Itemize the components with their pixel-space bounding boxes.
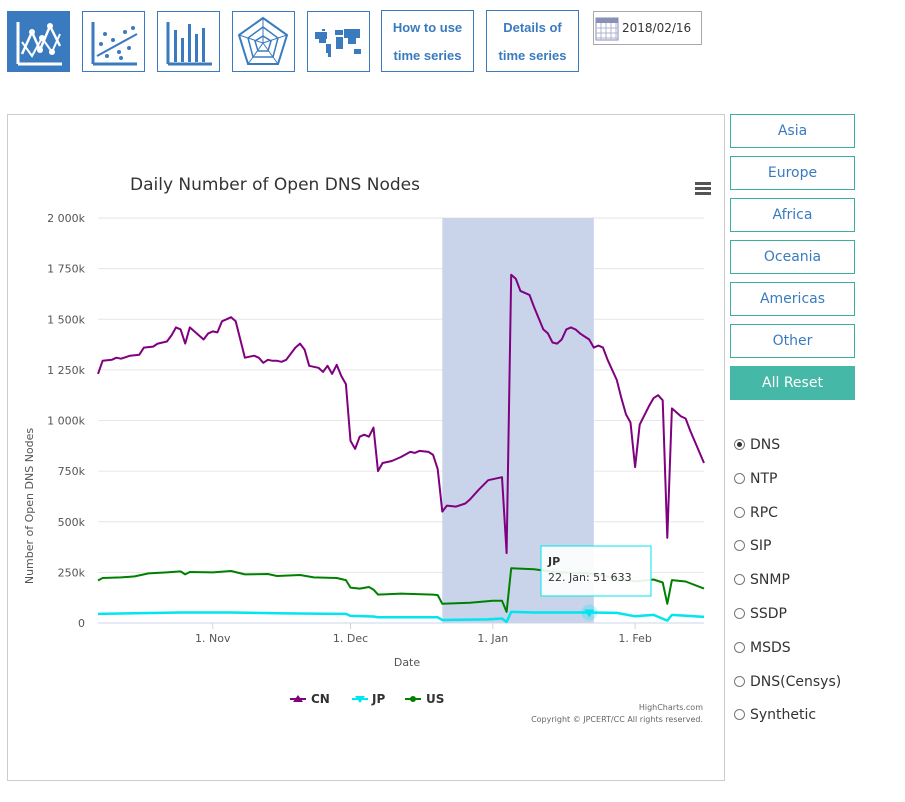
y-tick-label: 0	[78, 617, 85, 630]
legend-label-us: US	[426, 692, 444, 706]
series-line-jp[interactable]	[97, 610, 705, 624]
legend-item-jp[interactable]: JP	[352, 692, 385, 706]
world-map-icon	[315, 29, 361, 57]
y-tick-label: 250k	[58, 566, 86, 579]
radio-circle[interactable]	[734, 574, 745, 586]
tooltip-value: 22. Jan: 51 633	[548, 571, 632, 584]
radio-ssdp[interactable]: SSDP	[734, 606, 787, 622]
chart-frame	[7, 114, 725, 781]
how-to-use-line1: How to use	[392, 20, 463, 35]
x-axis-label: Date	[394, 656, 421, 669]
region-button-americas[interactable]: Americas	[730, 282, 855, 316]
radio-label: SSDP	[750, 606, 787, 622]
scatter-chart-button[interactable]	[82, 11, 145, 72]
chart-title: Daily Number of Open DNS Nodes	[130, 175, 420, 195]
radio-circle[interactable]	[734, 506, 745, 518]
legend-item-cn[interactable]: CN	[290, 692, 330, 706]
y-tick-label: 500k	[58, 516, 86, 529]
legend-label-cn: CN	[311, 692, 330, 706]
x-tick-label: 1. Jan	[477, 632, 508, 645]
radio-msds[interactable]: MSDS	[734, 640, 791, 656]
radio-label: SNMP	[750, 572, 790, 589]
radio-rpc[interactable]: RPC	[734, 505, 778, 521]
radio-label: Synthetic	[750, 707, 817, 724]
credits-copyright: Copyright © JPCERT/CC All rights reserve…	[531, 715, 703, 724]
date-value: 2018/02/16	[622, 21, 692, 35]
y-tick-label: 1 500k	[47, 313, 85, 326]
scatter-chart-icon	[91, 22, 138, 66]
y-tick-label: 1 000k	[47, 415, 85, 428]
radio-circle[interactable]	[734, 641, 745, 653]
bar-chart-icon	[166, 22, 212, 66]
bar-chart-button[interactable]	[157, 11, 220, 72]
radio-circle[interactable]	[734, 709, 745, 721]
details-button[interactable]: Details of time series	[486, 10, 579, 72]
legend: CN JP US	[290, 692, 444, 706]
details-line2: time series	[498, 48, 567, 63]
credits-link[interactable]: HighCharts.com	[639, 703, 703, 712]
region-button-oceania[interactable]: Oceania	[730, 240, 855, 274]
legend-marker-jp	[355, 696, 365, 703]
radio-label: DNS(Censys)	[750, 673, 842, 690]
radio-circle[interactable]	[734, 540, 745, 552]
radio-sip[interactable]: SIP	[734, 538, 771, 554]
radio-synthetic[interactable]: Synthetic	[734, 707, 816, 723]
region-button-africa[interactable]: Africa	[730, 198, 855, 232]
legend-item-us[interactable]: US	[405, 692, 444, 706]
legend-marker-cn	[293, 695, 303, 702]
calendar-icon	[595, 17, 619, 41]
how-to-use-button[interactable]: How to use time series	[381, 10, 474, 72]
radio-dns-censys[interactable]: DNS(Censys)	[734, 674, 841, 690]
radio-label: NTP	[750, 470, 778, 487]
radio-snmp[interactable]: SNMP	[734, 572, 790, 588]
how-to-use-line2: time series	[393, 48, 462, 63]
all-reset-button[interactable]: All Reset	[730, 366, 855, 400]
y-tick-label: 750k	[58, 465, 86, 478]
x-tick-label: 1. Nov	[195, 632, 231, 645]
date-picker[interactable]: 2018/02/16	[593, 11, 702, 45]
radar-chart-icon	[237, 16, 289, 65]
y-tick-label: 1 750k	[47, 263, 85, 276]
radio-label: DNS	[750, 437, 781, 453]
radio-label: SIP	[750, 538, 772, 555]
x-tick-label: 1. Dec	[333, 632, 368, 645]
world-map-button[interactable]	[307, 11, 370, 72]
region-button-other[interactable]: Other	[730, 324, 855, 358]
tooltip-series: JP	[547, 555, 560, 568]
radar-chart-button[interactable]	[232, 11, 295, 72]
y-tick-label: 2 000k	[47, 212, 85, 225]
line-chart: Daily Number of Open DNS Nodes 0 250k 500k…	[23, 175, 711, 724]
radio-label: MSDS	[750, 639, 791, 656]
radio-circle[interactable]	[734, 439, 745, 450]
x-tick-label: 1. Feb	[618, 632, 651, 645]
hover-marker-jp[interactable]	[584, 609, 595, 618]
radio-dns[interactable]: DNS	[734, 437, 780, 453]
chart-menu-icon[interactable]	[695, 182, 711, 195]
radio-circle[interactable]	[734, 675, 745, 687]
details-line1: Details of	[503, 20, 562, 35]
radio-circle[interactable]	[734, 472, 745, 484]
y-axis-label: Number of Open DNS Nodes	[23, 428, 36, 585]
region-button-asia[interactable]: Asia	[730, 114, 855, 148]
radio-label: RPC	[750, 504, 778, 521]
radio-circle[interactable]	[734, 608, 745, 619]
y-tick-label: 1 250k	[47, 364, 85, 377]
legend-label-jp: JP	[371, 692, 385, 706]
line-chart-button[interactable]	[7, 11, 70, 72]
series-line-cn[interactable]	[97, 273, 705, 555]
tooltip: JP 22. Jan: 51 633	[540, 545, 652, 597]
region-button-europe[interactable]: Europe	[730, 156, 855, 190]
radio-ntp[interactable]: NTP	[734, 471, 777, 487]
line-chart-icon	[16, 22, 62, 66]
legend-marker-us	[410, 696, 416, 702]
